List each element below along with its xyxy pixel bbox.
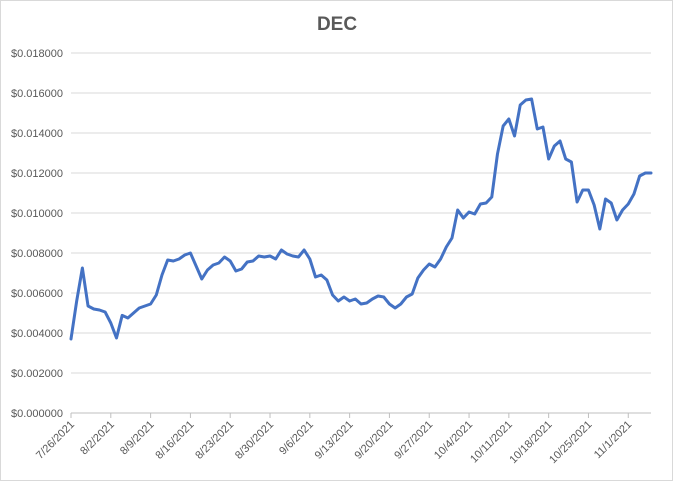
x-tick-label: 9/20/2021 <box>352 419 395 462</box>
x-tick-label: 10/25/2021 <box>547 419 594 466</box>
y-tick-label: $0.012000 <box>11 168 63 180</box>
x-axis-tick-labels: 7/26/2021 8/2/2021 8/9/20218/16/20218/23/2… <box>34 413 634 466</box>
y-tick-label: $0.000000 <box>11 408 63 420</box>
x-tick-label: 7/26/2021 <box>34 419 77 462</box>
y-tick-label: $0.016000 <box>11 88 63 100</box>
x-tick-label: 9/6/2021 <box>277 419 316 458</box>
x-tick-label: 9/27/2021 <box>392 419 435 462</box>
x-tick-label: 8/30/2021 <box>233 419 276 462</box>
y-tick-label: $0.006000 <box>11 288 63 300</box>
x-tick-label: 8/2/2021 <box>78 419 117 458</box>
y-tick-label: $0.014000 <box>11 128 63 140</box>
price-series-line <box>69 97 653 341</box>
y-tick-label: $0.002000 <box>11 368 63 380</box>
chart-title: DEC <box>317 14 357 35</box>
y-axis-tick-labels: $0.000000 $0.002000 $0.004000 $0.006000 $0.0… <box>11 48 63 420</box>
series-group <box>69 97 653 341</box>
y-tick-label: $0.010000 <box>11 208 63 220</box>
x-tick-label: 8/23/2021 <box>193 419 236 462</box>
x-tick-label: 8/9/2021 <box>118 419 157 458</box>
gridlines <box>71 52 651 414</box>
y-tick-label: $0.018000 <box>11 48 63 60</box>
x-tick-label: 11/1/2021 <box>592 419 635 462</box>
y-tick-label: $0.008000 <box>11 248 63 260</box>
x-tick-label: 8/16/2021 <box>153 419 196 462</box>
y-tick-label: $0.004000 <box>11 328 63 340</box>
x-tick-label: 9/13/2021 <box>313 419 356 462</box>
